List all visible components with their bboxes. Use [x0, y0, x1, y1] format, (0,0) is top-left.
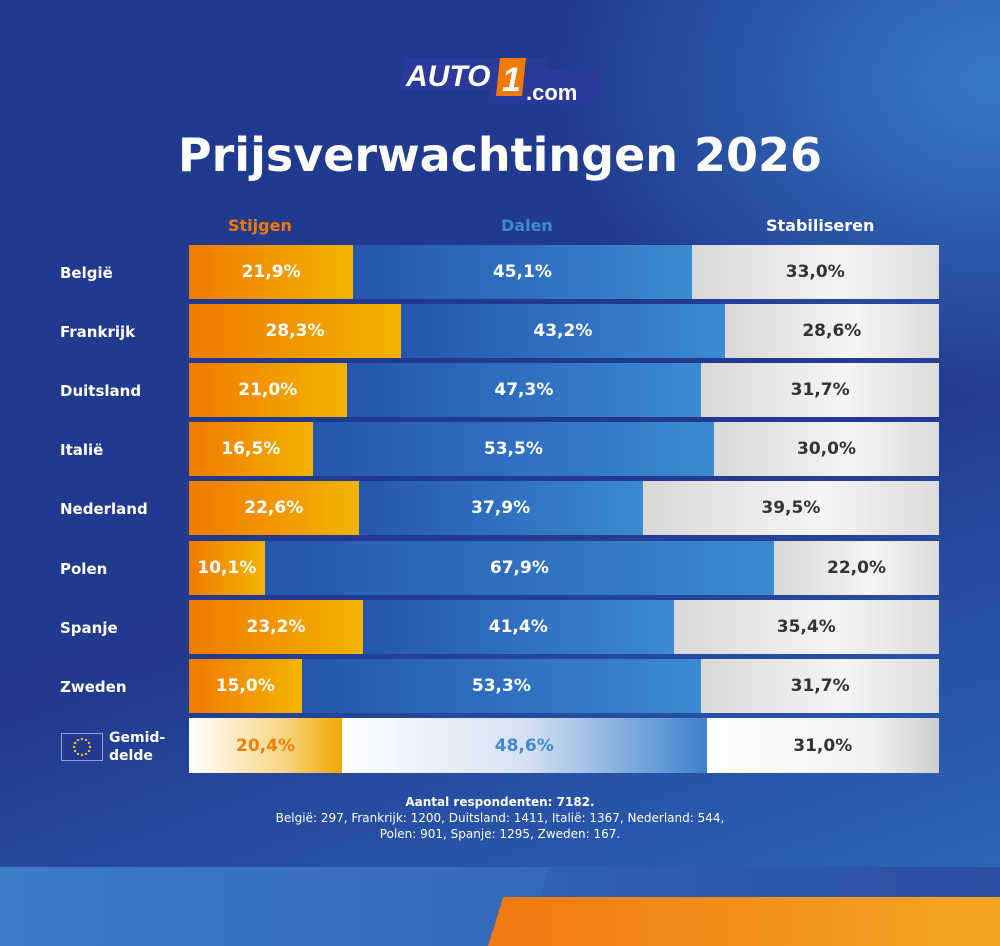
data-label: 53,3% — [471, 675, 531, 696]
data-label: 47,3% — [494, 380, 554, 401]
data-label: 22,0% — [827, 557, 886, 578]
auto1-logo: AUTO 1 .com — [398, 58, 602, 105]
bar-row: 21,9% 45,1% 33,0% — [189, 245, 939, 299]
data-label: 21,0% — [238, 380, 298, 401]
bar-row: 10,1% 67,9% 22,0% — [189, 540, 939, 595]
legend-stijgen: Stijgen — [228, 216, 292, 235]
data-label: 35,4% — [776, 616, 836, 637]
category-label: Spanje — [60, 618, 118, 637]
data-label: 28,6% — [802, 321, 862, 342]
bar-row: 21,0% 47,3% 31,7% — [189, 363, 939, 418]
category-label: Nederland — [60, 500, 148, 519]
bar-segment-stabiliseren: 33,0% — [691, 245, 939, 299]
data-label: 33,0% — [785, 262, 845, 282]
data-label: 43,2% — [533, 321, 593, 342]
bar-segment-stabiliseren: 31,7% — [701, 658, 939, 713]
footer-breakdown-2: Polen: 901, Spanje: 1295, Zweden: 167. — [379, 827, 621, 841]
data-label: 67,9% — [489, 557, 549, 578]
svg-text:AUTO: AUTO — [405, 60, 490, 93]
bar-row: 28,3% 43,2% 28,6% — [189, 304, 939, 359]
bottom-band-orange — [488, 897, 1000, 946]
legend-stabiliseren: Stabiliseren — [766, 216, 875, 235]
eu-flag-icon — [61, 733, 103, 761]
bar-segment-stijgen: 23,2% — [189, 599, 363, 654]
data-label: 30,0% — [797, 439, 856, 460]
bar-segment-stijgen: 15,0% — [189, 658, 302, 713]
footer-breakdown-1: België: 297, Frankrijk: 1200, Duitsland:… — [275, 811, 725, 825]
bar-segment-dalen: 67,9% — [264, 540, 774, 595]
bar-segment-dalen: 37,9% — [358, 481, 643, 536]
bar-segment-dalen: 43,2% — [401, 304, 725, 359]
data-label: 48,6% — [494, 735, 554, 756]
bar-segment-stabiliseren: 22,0% — [774, 540, 939, 595]
bar-segment-stijgen: 22,6% — [189, 481, 359, 536]
bar-row: 15,0% 53,3% 31,7% — [189, 658, 939, 713]
bar-segment-stabiliseren: 28,6% — [724, 304, 939, 359]
bar-row: 16,5% 53,5% 30,0% — [189, 422, 939, 477]
data-label: 10,1% — [197, 557, 257, 578]
category-label: Duitsland — [60, 382, 142, 401]
bar-segment-stijgen: 10,1% — [189, 540, 265, 595]
bar-segment-dalen: 53,5% — [312, 422, 714, 477]
data-label: 28,3% — [265, 321, 325, 342]
category-label: Zweden — [60, 677, 127, 696]
bar-segment-stijgen: 28,3% — [189, 304, 402, 359]
bar-segment-stabiliseren: 35,4% — [673, 599, 939, 654]
data-label: 39,5% — [761, 498, 821, 519]
average-label: delde — [109, 748, 153, 764]
data-label: 41,4% — [488, 616, 548, 637]
bar-segment-stabiliseren: 39,5% — [642, 481, 939, 536]
average-label: Gemid- — [109, 730, 166, 746]
data-label: 16,5% — [221, 439, 281, 460]
category-label: Italië — [60, 441, 104, 460]
bar-segment-dalen: 47,3% — [346, 363, 702, 418]
svg-text:1: 1 — [502, 61, 521, 99]
bar-segment-stabiliseren: 30,0% — [714, 422, 939, 477]
data-label: 21,9% — [241, 262, 301, 282]
data-label: 45,1% — [492, 262, 552, 282]
data-label: 20,4% — [236, 735, 295, 756]
category-label: Polen — [60, 559, 108, 578]
average-bar: 20,4% 48,6% 31,0% — [189, 718, 939, 773]
legend-dalen: Dalen — [501, 216, 553, 235]
bar-segment-stijgen: 21,0% — [189, 363, 347, 418]
data-label: 31,7% — [790, 380, 850, 401]
footer-respondents: Aantal respondenten: 7182. — [405, 795, 595, 809]
bar-row: 23,2% 41,4% 35,4% — [189, 599, 939, 654]
data-label: 23,2% — [246, 616, 306, 637]
bar-segment-stijgen: 20,4% — [189, 718, 342, 773]
bar-segment-dalen: 45,1% — [353, 245, 692, 299]
data-label: 15,0% — [215, 675, 275, 696]
data-label: 22,6% — [244, 498, 304, 519]
category-label: België — [60, 264, 113, 282]
bar-segment-stijgen: 21,9% — [189, 245, 354, 299]
category-label: Frankrijk — [60, 323, 136, 342]
data-label: 31,0% — [793, 735, 853, 756]
chart-title: Prijsverwachtingen 2026 — [177, 128, 823, 182]
bar-segment-dalen: 48,6% — [342, 718, 707, 773]
bottom-band-left — [0, 867, 550, 946]
data-label: 37,9% — [471, 498, 531, 519]
bar-segment-stabiliseren: 31,0% — [706, 718, 939, 773]
data-label: 31,7% — [790, 675, 850, 696]
svg-text:.com: .com — [526, 80, 577, 105]
bar-segment-dalen: 53,3% — [301, 658, 702, 713]
bar-segment-stabiliseren: 31,7% — [701, 363, 939, 418]
data-label: 53,5% — [483, 439, 543, 460]
bar-segment-stijgen: 16,5% — [189, 422, 313, 477]
bar-segment-dalen: 41,4% — [363, 599, 674, 654]
bar-row: 22,6% 37,9% 39,5% — [189, 481, 939, 536]
